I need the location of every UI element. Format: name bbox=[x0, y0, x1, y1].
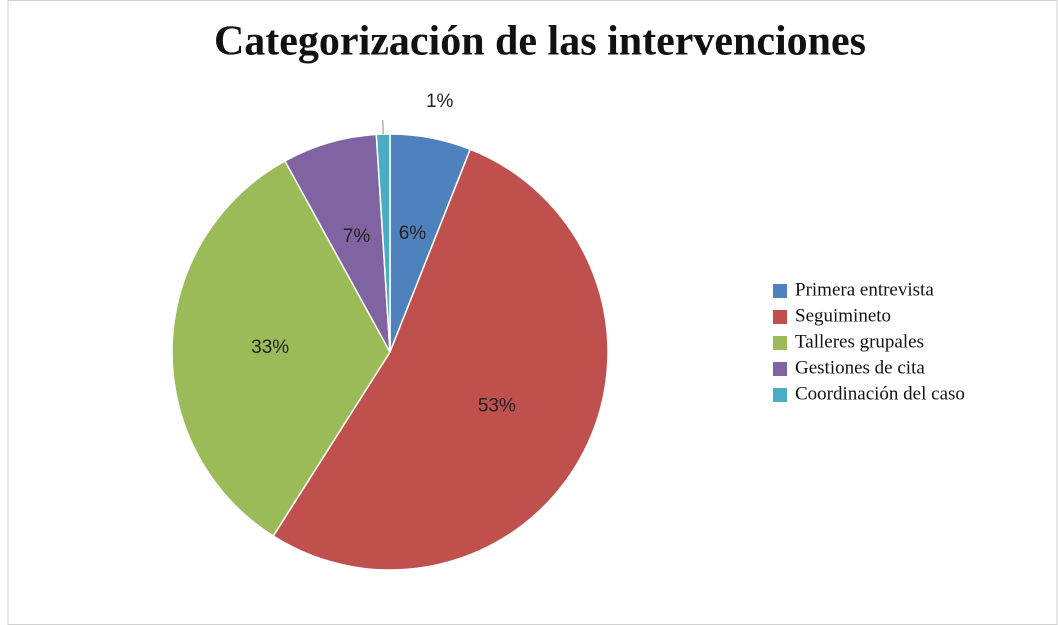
data-label: 33% bbox=[251, 337, 289, 358]
legend-swatch bbox=[773, 362, 787, 376]
legend-label: Gestiones de cita bbox=[795, 357, 925, 378]
legend-label: Primera entrevista bbox=[795, 279, 934, 300]
legend-swatch bbox=[773, 284, 787, 298]
legend-swatch bbox=[773, 388, 787, 402]
data-label: 6% bbox=[399, 223, 427, 244]
pie-slice bbox=[272, 148, 609, 571]
legend-swatch bbox=[773, 336, 787, 350]
pie-slice bbox=[171, 159, 391, 538]
legend-label: Talleres grupales bbox=[795, 331, 924, 352]
data-label: 1% bbox=[426, 91, 454, 112]
legend-swatch bbox=[773, 310, 787, 324]
chart-title: Categorización de las intervenciones bbox=[214, 19, 866, 65]
data-label: 53% bbox=[478, 395, 516, 416]
legend-label: Coordinación del caso bbox=[795, 383, 965, 404]
data-label: 7% bbox=[343, 226, 371, 247]
legend-label: Seguimineto bbox=[795, 305, 891, 326]
